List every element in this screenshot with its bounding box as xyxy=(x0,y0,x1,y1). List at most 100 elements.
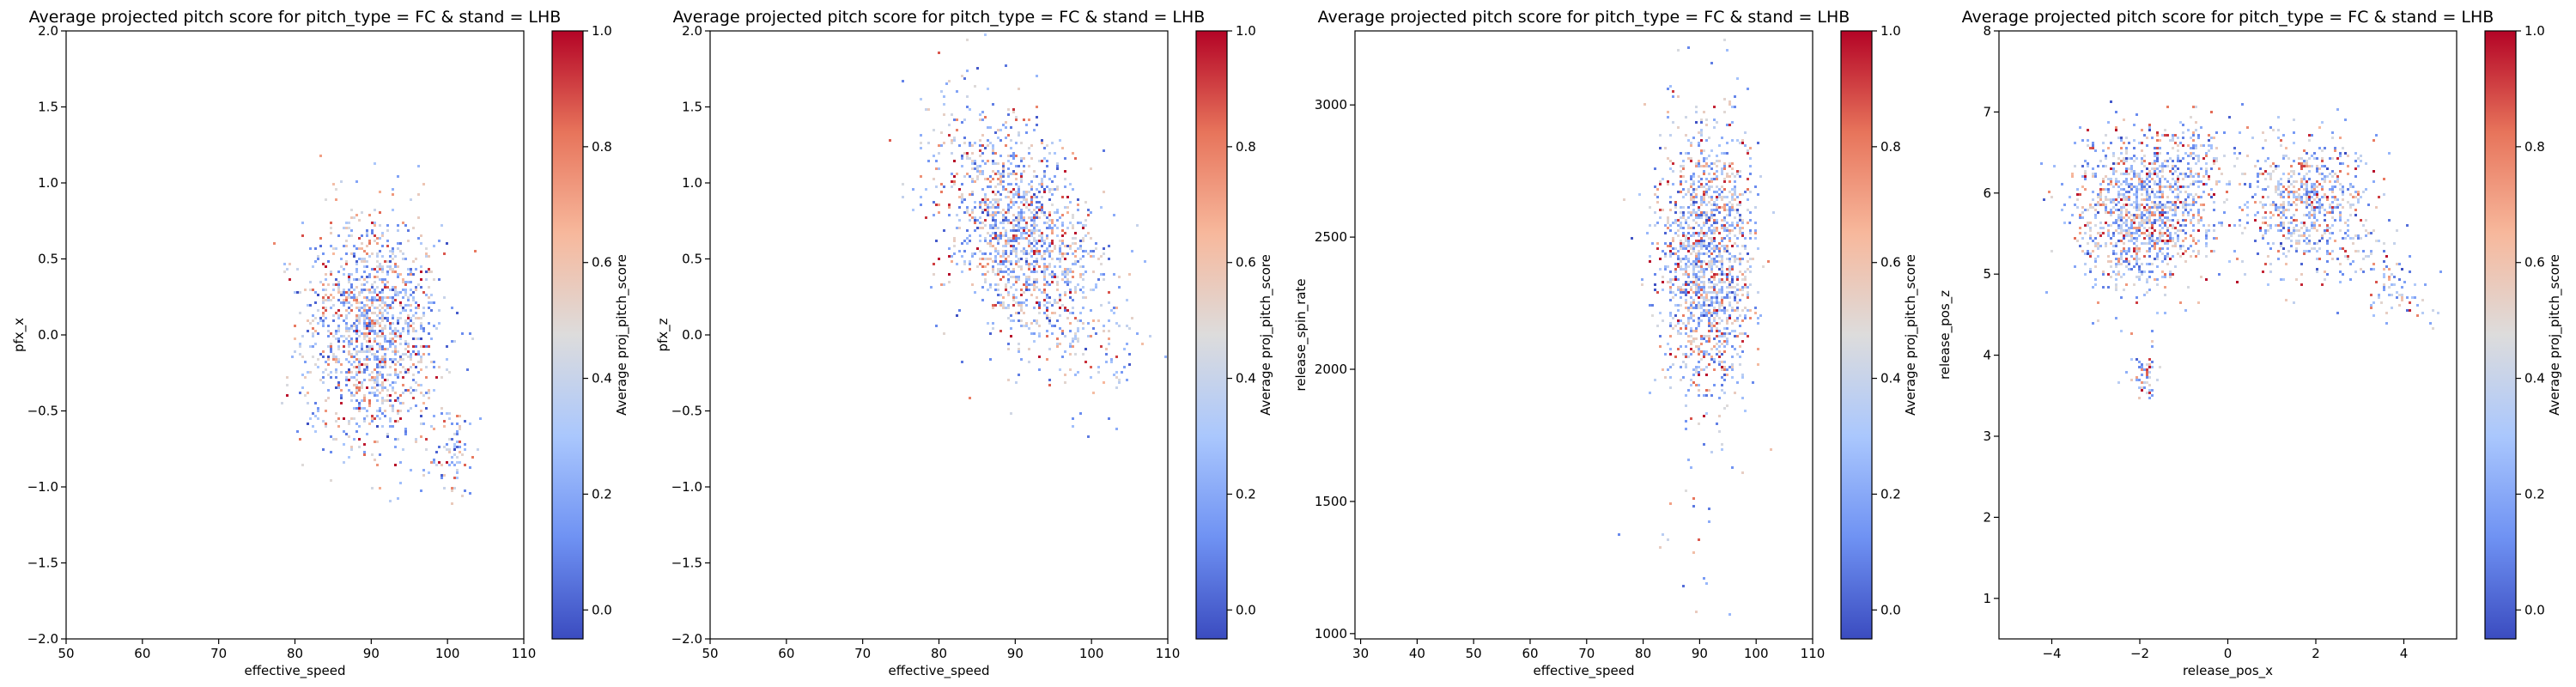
heatmap-cell xyxy=(379,345,381,348)
heatmap-cell xyxy=(2190,234,2192,237)
heatmap-cell xyxy=(273,242,276,245)
heatmap-cell xyxy=(1033,340,1036,343)
heatmap-cell xyxy=(435,464,438,466)
heatmap-cell xyxy=(1685,152,1687,155)
heatmap-cell xyxy=(1012,155,1015,157)
heatmap-cell xyxy=(1051,240,1054,242)
heatmap-cell xyxy=(1033,260,1036,263)
heatmap-cell xyxy=(1721,196,1723,198)
heatmap-cell xyxy=(1718,278,1721,281)
heatmap-cell xyxy=(1074,337,1077,340)
heatmap-cell xyxy=(381,319,384,322)
heatmap-cell xyxy=(374,299,376,301)
heatmap-cell xyxy=(389,268,392,271)
heatmap-cell xyxy=(1090,250,1092,252)
heatmap-cell xyxy=(1669,386,1672,389)
heatmap-cell xyxy=(1054,299,1056,301)
heatmap-cell xyxy=(1087,435,1090,438)
heatmap-cell xyxy=(1048,152,1051,155)
x-tick-label: 100 xyxy=(1079,646,1104,661)
heatmap-cell xyxy=(997,201,999,204)
heatmap-cell xyxy=(989,258,992,260)
heatmap-cell xyxy=(440,464,443,466)
heatmap-cell xyxy=(1716,291,1718,294)
colorbar-tick-label: 0.8 xyxy=(1236,139,1256,155)
heatmap-cell xyxy=(1077,283,1079,286)
heatmap-cell xyxy=(1708,245,1710,247)
heatmap-cell xyxy=(971,167,974,170)
heatmap-cell xyxy=(1033,175,1036,178)
heatmap-cell xyxy=(374,356,376,358)
heatmap-cell xyxy=(1690,252,1692,255)
heatmap-cell xyxy=(1723,407,1726,410)
y-tick-label: −1.0 xyxy=(27,479,58,495)
heatmap-cell xyxy=(994,304,997,307)
heatmap-cell xyxy=(1002,165,1005,167)
heatmap-cell xyxy=(1710,62,1713,64)
heatmap-cell xyxy=(1020,216,1023,219)
heatmap-cell xyxy=(1716,121,1718,124)
heatmap-cell xyxy=(389,417,392,420)
heatmap-cell xyxy=(355,407,358,410)
chart-panel-2: 50 60 70 80 90 100 110−2.0−1.5−1.0−0.50.00.51.… xyxy=(655,8,1274,679)
heatmap-cell xyxy=(1667,180,1669,183)
heatmap-cell xyxy=(2187,214,2190,216)
heatmap-cell xyxy=(422,423,425,425)
x-tick-label: 80 xyxy=(287,646,303,661)
heatmap-cell xyxy=(404,430,407,433)
heatmap-cell xyxy=(1710,198,1713,201)
heatmap-cell xyxy=(1700,260,1703,263)
heatmap-cell xyxy=(1028,209,1030,211)
heatmap-cell xyxy=(376,381,379,384)
heatmap-cell xyxy=(1672,222,1674,224)
heatmap-cell xyxy=(2097,201,2099,204)
heatmap-cell xyxy=(1698,271,1700,273)
heatmap-cell xyxy=(358,294,361,296)
heatmap-cell xyxy=(371,283,374,286)
heatmap-cell xyxy=(345,222,348,224)
heatmap-cell xyxy=(1739,219,1741,222)
heatmap-cell xyxy=(1051,304,1054,307)
heatmap-cell xyxy=(459,461,461,464)
y-tick-label: 2500 xyxy=(1315,229,1347,245)
heatmap-cell xyxy=(397,247,399,250)
heatmap-cell xyxy=(948,134,951,137)
heatmap-cell xyxy=(348,301,350,304)
heatmap-cell xyxy=(363,368,366,371)
heatmap-cell xyxy=(376,399,379,402)
heatmap-cell xyxy=(410,469,412,471)
heatmap-cell xyxy=(417,361,420,363)
heatmap-cell xyxy=(1059,307,1061,309)
heatmap-cell xyxy=(286,376,289,379)
heatmap-cell xyxy=(389,340,392,343)
heatmap-cell xyxy=(345,371,348,374)
heatmap-cell xyxy=(933,178,935,180)
heatmap-cell xyxy=(1721,198,1723,201)
heatmap-cell xyxy=(974,219,976,222)
heatmap-cell xyxy=(1649,206,1651,209)
heatmap-cell xyxy=(1061,222,1064,224)
heatmap-cell xyxy=(394,255,397,258)
heatmap-cell xyxy=(2221,224,2223,227)
heatmap-cell xyxy=(984,33,987,36)
heatmap-cell xyxy=(348,343,350,345)
heatmap-cell xyxy=(1108,330,1110,332)
heatmap-cell xyxy=(1713,219,1716,222)
heatmap-cell xyxy=(1731,363,1734,366)
heatmap-cell xyxy=(1092,319,1095,322)
heatmap-cell xyxy=(1002,263,1005,265)
heatmap-cell xyxy=(1734,185,1736,188)
heatmap-cell xyxy=(1669,348,1672,350)
heatmap-cell xyxy=(330,294,332,296)
heatmap-cell xyxy=(1690,307,1692,309)
heatmap-cell xyxy=(453,446,456,448)
heatmap-cell xyxy=(453,448,456,451)
heatmap-cell xyxy=(1726,368,1728,371)
heatmap-cell xyxy=(407,304,410,307)
heatmap-cell xyxy=(330,348,332,350)
heatmap-cell xyxy=(348,353,350,356)
heatmap-cell xyxy=(1649,304,1651,307)
heatmap-cell xyxy=(335,188,337,191)
heatmap-cell xyxy=(2138,271,2141,273)
heatmap-cell xyxy=(1754,307,1757,309)
